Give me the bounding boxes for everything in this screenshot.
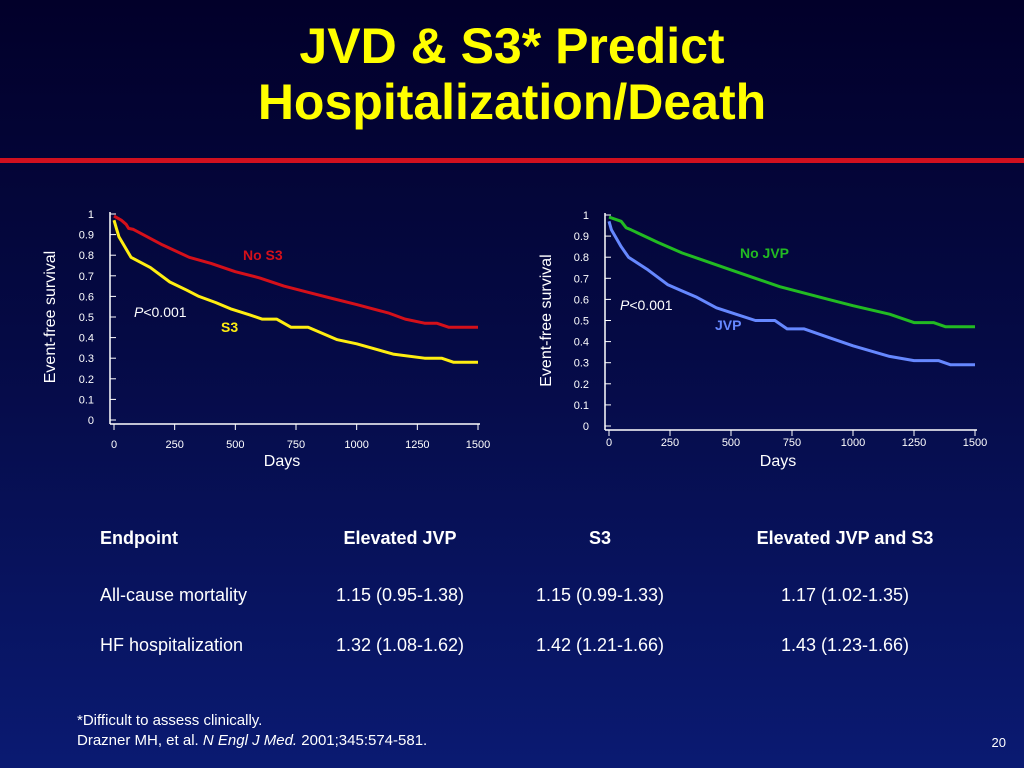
y-tick-label: 0.4 <box>574 337 589 349</box>
y-tick-label: 0.6 <box>79 291 94 303</box>
y-tick-label: 0.9 <box>574 231 589 243</box>
x-tick-label: 1500 <box>466 439 490 451</box>
series-label-s3: S3 <box>221 319 238 335</box>
x-axis-label: Days <box>760 453 796 470</box>
y-tick-label: 0 <box>88 415 94 427</box>
row-value: 1.15 (0.95-1.38) <box>335 585 465 605</box>
footnote-reference: Drazner MH, et al. N Engl J Med. 2001;34… <box>77 731 427 751</box>
x-tick-label: 500 <box>722 437 740 449</box>
y-axis-label: Event-free survival <box>538 254 555 387</box>
title-line-1: JVD & S3* Predict <box>299 18 725 74</box>
series-line-no-s3 <box>113 214 478 329</box>
y-tick-label: 0.7 <box>79 271 94 283</box>
row-value: 1.15 (0.99-1.33) <box>535 585 665 605</box>
header-jvp-and-s3: Elevated JVP and S3 <box>756 528 934 548</box>
row-value: 1.42 (1.21-1.66) <box>535 635 665 655</box>
survival-chart-jvp: 0 0.1 0.2 0.3 0.4 0.5 0.6 0.7 0.8 0.9 1 0 250 500 750 1… <box>538 210 987 470</box>
x-tick-label: 250 <box>661 437 679 449</box>
y-axis-label: Event-free survival <box>42 251 59 384</box>
y-tick-label: 0.3 <box>79 353 94 365</box>
y-tick-label: 0.8 <box>574 252 589 264</box>
y-tick-label: 0.5 <box>79 312 94 324</box>
y-tick-label: 0 <box>583 421 589 433</box>
table-header-row: Endpoint Elevated JVP S3 Elevated JVP an… <box>100 528 980 552</box>
x-tick-label: 1250 <box>405 439 429 451</box>
page-number: 20 <box>991 735 1006 750</box>
y-tick-label: 1 <box>88 209 94 221</box>
header-s3: S3 <box>588 528 612 548</box>
slide-title: JVD & S3* Predict Hospitalization/Death <box>0 18 1024 130</box>
survival-chart-s3: 0 0.1 0.2 0.3 0.4 0.5 0.6 0.7 0.8 0.9 1 0 250 500 750 1… <box>42 209 490 470</box>
x-tick-label: 250 <box>165 439 183 451</box>
y-tick-label: 0.2 <box>79 374 94 386</box>
reference-journal: N Engl J Med. <box>202 732 298 749</box>
footnote-difficult: *Difficult to assess clinically. <box>77 712 263 729</box>
row-endpoint: All-cause mortality <box>100 585 248 605</box>
x-tick-label: 1000 <box>841 437 865 449</box>
x-tick-label: 0 <box>111 439 117 451</box>
x-tick-label: 750 <box>287 439 305 451</box>
y-tick-label: 0.4 <box>79 333 94 345</box>
y-tick-label: 0.3 <box>574 358 589 370</box>
row-value: 1.43 (1.23-1.66) <box>780 635 910 655</box>
series-line-s3 <box>112 219 478 364</box>
y-tick-label: 0.1 <box>574 400 589 412</box>
y-tick-label: 0.6 <box>574 294 589 306</box>
row-endpoint: HF hospitalization <box>100 635 244 655</box>
p-value-annotation: P<0.001 <box>620 297 673 313</box>
table-row: All-cause mortality 1.15 (0.95-1.38) 1.1… <box>100 585 980 609</box>
table-row: HF hospitalization 1.32 (1.08-1.62) 1.42… <box>100 635 980 659</box>
y-tick-label: 0.8 <box>79 250 94 262</box>
x-axis-label: Days <box>264 453 300 470</box>
reference-authors: Drazner MH, et al. <box>77 732 203 749</box>
y-tick-label: 0.9 <box>79 230 94 242</box>
x-tick-label: 1500 <box>963 437 987 449</box>
series-label-no-s3: No S3 <box>243 247 283 263</box>
y-tick-label: 1 <box>583 210 589 222</box>
series-line-jvp <box>607 220 975 367</box>
title-line-2: Hospitalization/Death <box>257 74 767 130</box>
y-tick-label: 0.1 <box>79 394 94 406</box>
p-value-annotation: P<0.001 <box>134 304 187 320</box>
x-tick-label: 1250 <box>902 437 926 449</box>
row-value: 1.32 (1.08-1.62) <box>335 635 465 655</box>
header-endpoint: Endpoint <box>100 528 178 548</box>
series-label-jvp: JVP <box>715 317 741 333</box>
y-tick-label: 0.2 <box>574 379 589 391</box>
series-line-no-jvp <box>608 215 975 329</box>
x-tick-label: 0 <box>606 437 612 449</box>
y-tick-label: 0.7 <box>574 273 589 285</box>
reference-citation: 2001;345:574-581. <box>297 732 428 749</box>
title-divider <box>0 158 1024 163</box>
footnote: *Difficult to assess clinically. Drazner… <box>77 711 427 751</box>
row-value: 1.17 (1.02-1.35) <box>780 585 910 605</box>
x-tick-label: 750 <box>783 437 801 449</box>
x-tick-label: 1000 <box>344 439 368 451</box>
series-label-no-jvp: No JVP <box>740 245 789 261</box>
y-tick-label: 0.5 <box>574 316 589 328</box>
x-tick-label: 500 <box>226 439 244 451</box>
header-elevated-jvp: Elevated JVP <box>343 528 457 548</box>
